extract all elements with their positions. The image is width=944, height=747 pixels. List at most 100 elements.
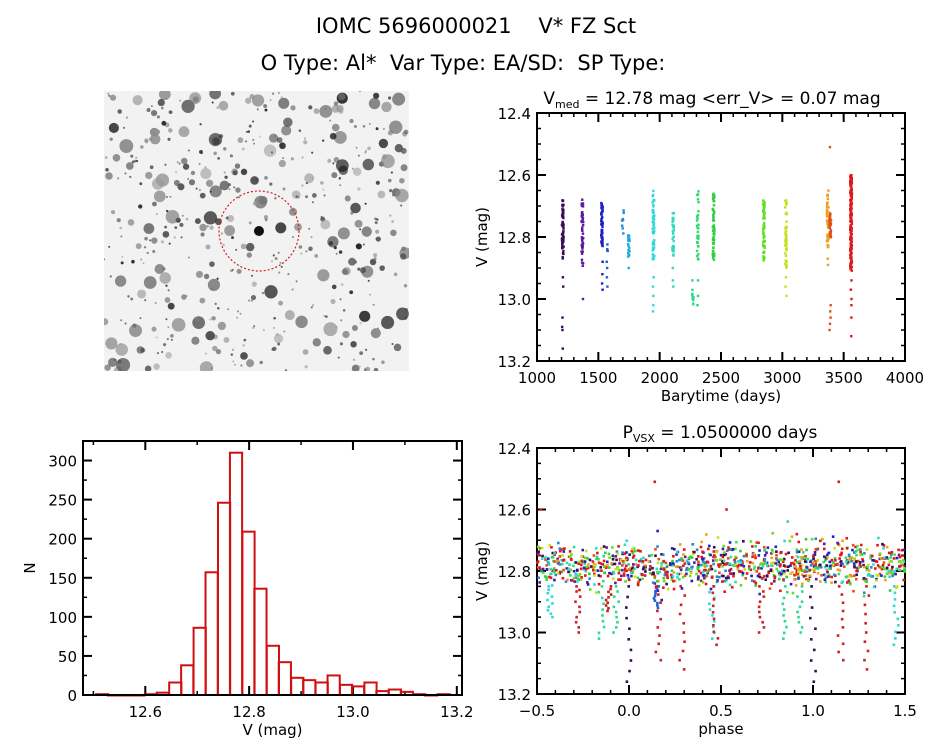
data-point [581, 226, 584, 229]
data-point [828, 322, 832, 325]
data-point [556, 541, 560, 545]
star [391, 220, 394, 223]
star [165, 209, 180, 224]
data-point [829, 218, 833, 222]
star [181, 99, 195, 113]
data-point [761, 562, 765, 566]
data-point [681, 649, 685, 653]
data-point [582, 220, 585, 224]
data-point [847, 579, 851, 582]
star [388, 188, 393, 193]
data-point [858, 561, 862, 564]
data-point [861, 558, 864, 561]
data-point [801, 556, 805, 559]
data-point [695, 548, 699, 552]
star [390, 229, 397, 237]
data-point [696, 279, 700, 282]
data-point [580, 220, 583, 223]
star [259, 360, 263, 365]
data-point [856, 548, 860, 552]
data-point [796, 572, 800, 575]
data-point [612, 595, 616, 598]
star [164, 163, 167, 166]
data-point [621, 551, 624, 554]
star [231, 236, 234, 240]
data-point [655, 587, 659, 591]
data-point [758, 592, 761, 596]
data-point [611, 546, 614, 549]
data-point [829, 233, 832, 237]
data-point [741, 571, 745, 575]
data-point [878, 565, 881, 569]
data-point [614, 610, 618, 614]
data-point [795, 569, 799, 572]
data-point [765, 564, 769, 567]
data-point [783, 539, 786, 543]
data-point [726, 557, 730, 560]
data-point [599, 574, 602, 578]
data-point [581, 239, 584, 242]
star [155, 212, 158, 216]
star [142, 262, 145, 265]
data-point [892, 557, 896, 560]
star [231, 168, 238, 176]
data-point [601, 215, 604, 219]
data-point [895, 556, 899, 560]
data-point [853, 557, 856, 561]
data-point [795, 573, 798, 576]
data-point [652, 211, 655, 215]
data-point [627, 578, 631, 582]
data-point [770, 561, 773, 565]
data-point [696, 257, 700, 260]
data-point [774, 562, 778, 565]
star [284, 369, 288, 371]
data-point [696, 198, 700, 201]
data-point [682, 548, 686, 551]
data-point [597, 557, 600, 561]
data-point [606, 609, 609, 613]
data-point [637, 564, 640, 567]
data-point [826, 197, 830, 201]
data-point [581, 560, 585, 564]
data-point [666, 587, 670, 591]
data-point [805, 568, 809, 572]
star [308, 246, 313, 251]
data-point [700, 555, 703, 559]
data-point [712, 204, 716, 207]
data-point [824, 574, 827, 578]
data-point [558, 549, 562, 553]
data-point [712, 630, 716, 634]
data-point [558, 570, 562, 574]
star [358, 365, 361, 368]
data-point [797, 577, 800, 580]
data-point [692, 296, 695, 299]
data-point [784, 231, 787, 235]
data-point [798, 560, 802, 563]
data-point [581, 245, 584, 248]
data-point [762, 595, 766, 598]
data-point [841, 642, 845, 646]
data-point [544, 555, 547, 559]
data-point [626, 251, 630, 255]
data-point [597, 561, 601, 565]
data-point [784, 252, 787, 255]
data-point [837, 650, 840, 654]
star [372, 303, 375, 306]
data-point [891, 574, 894, 578]
data-point [850, 180, 853, 183]
star [333, 101, 339, 106]
star [393, 343, 402, 352]
data-point [828, 145, 832, 149]
data-point [892, 604, 896, 608]
data-point [656, 601, 659, 605]
data-point [825, 203, 829, 207]
star [351, 364, 360, 371]
star [211, 316, 216, 321]
star [375, 127, 379, 131]
data-point [600, 205, 603, 208]
x-tick-label: 13.2 [440, 703, 473, 721]
data-point [605, 565, 608, 569]
data-point [588, 558, 592, 562]
data-point [809, 560, 812, 564]
star [373, 253, 378, 258]
